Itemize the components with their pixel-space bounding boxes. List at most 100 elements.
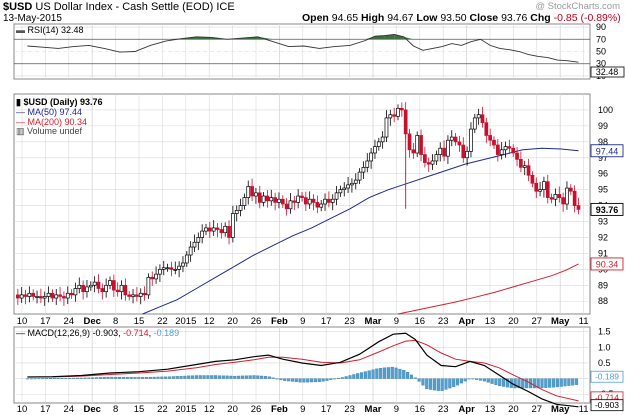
x-tick-label: 13 bbox=[485, 316, 496, 327]
candle bbox=[119, 280, 124, 300]
candle bbox=[234, 205, 239, 222]
high-label: High bbox=[360, 12, 385, 24]
macd-hist-bar bbox=[114, 376, 118, 379]
x-tick-label: 11 bbox=[579, 316, 589, 327]
candle-body bbox=[184, 254, 189, 264]
candle bbox=[127, 290, 132, 301]
candle-body bbox=[307, 198, 312, 205]
candle bbox=[181, 256, 185, 273]
price-tag-value-close: 93.76 bbox=[596, 205, 619, 215]
x-tick-label: 12 bbox=[204, 316, 215, 327]
macd-hist-bar bbox=[206, 375, 210, 379]
chg-value: -0.85 (-0.89%) bbox=[553, 12, 621, 24]
candles bbox=[15, 102, 581, 306]
candle-body bbox=[169, 267, 174, 270]
macd-hist-bar bbox=[575, 378, 579, 385]
candle bbox=[173, 261, 178, 275]
candle-body bbox=[384, 117, 389, 138]
macd-hist-bar bbox=[402, 370, 406, 379]
price-tick-label: 99 bbox=[598, 121, 608, 131]
candle bbox=[177, 261, 181, 278]
macd-hist-bar bbox=[532, 378, 536, 389]
candle bbox=[396, 104, 400, 121]
x-tick-label: 2015 bbox=[175, 316, 196, 327]
x-tick-label: 17 bbox=[321, 404, 332, 415]
candle bbox=[104, 278, 109, 298]
candle bbox=[511, 144, 516, 157]
candle bbox=[488, 128, 493, 147]
candle bbox=[265, 190, 270, 208]
macd-hist-bar bbox=[544, 378, 548, 388]
macd-hist-bar bbox=[525, 378, 529, 389]
macd-hist-bar bbox=[91, 377, 95, 379]
candle-body bbox=[261, 195, 266, 203]
candle bbox=[138, 288, 143, 305]
candle-body bbox=[542, 181, 546, 191]
candle-body bbox=[484, 122, 489, 136]
candle-body bbox=[469, 128, 473, 152]
x-tick-label: 9 bbox=[394, 404, 399, 415]
candle bbox=[296, 189, 301, 209]
chart-title: $USD US Dollar Index - Cash Settle (EOD)… bbox=[3, 1, 235, 13]
macd-hist-bar bbox=[479, 378, 483, 381]
candle-body bbox=[104, 284, 109, 293]
macd-tick-label: 0.5 bbox=[598, 358, 611, 368]
rsi-legend: ▬ RSI(14) 32.48 bbox=[16, 25, 84, 35]
candle bbox=[380, 131, 385, 149]
candle bbox=[100, 283, 105, 300]
macd-hist-bar bbox=[214, 375, 218, 379]
price-frame bbox=[13, 93, 591, 315]
candle-body bbox=[188, 246, 193, 256]
candle bbox=[54, 288, 59, 305]
candle-body bbox=[231, 213, 235, 238]
macd-hist-bar bbox=[398, 368, 402, 379]
volume-legend-text: Volume undef bbox=[27, 126, 83, 136]
candle-body bbox=[442, 147, 446, 157]
candle bbox=[430, 154, 435, 171]
candle-body bbox=[177, 265, 181, 270]
candle-body bbox=[227, 225, 231, 238]
candle bbox=[288, 193, 293, 214]
candle-body bbox=[376, 141, 381, 147]
open-value: 94.65 bbox=[331, 12, 359, 24]
candle-body bbox=[415, 135, 420, 154]
candle bbox=[108, 276, 112, 290]
candle-body bbox=[426, 162, 431, 165]
candle-body bbox=[69, 292, 74, 296]
macd-hist-bar bbox=[202, 375, 206, 379]
rsi-tick-label: 30 bbox=[596, 59, 606, 69]
macd-hist-bar bbox=[106, 376, 110, 379]
price-tag-close bbox=[590, 202, 624, 216]
macd-hist-bar bbox=[356, 373, 360, 379]
x-axis-top: 10 17 24 Dec 8 15 22 2015 12 20 26 Feb 9 17 23 Mar 9 16 23… bbox=[17, 316, 589, 327]
candle bbox=[384, 110, 389, 142]
macd-hist-bar bbox=[379, 367, 383, 379]
x-tick-label: 26 bbox=[251, 316, 262, 327]
macd-hist-bar bbox=[394, 367, 398, 379]
candle-body bbox=[119, 284, 124, 293]
macd-hist-bar bbox=[121, 377, 125, 379]
macd-tag-value-macd: -0.903 bbox=[595, 400, 619, 410]
macd-hist-bar bbox=[175, 376, 179, 379]
candle-body bbox=[327, 198, 331, 203]
macd-hist-bar bbox=[194, 375, 198, 379]
candle bbox=[227, 220, 231, 245]
candle-body bbox=[380, 136, 385, 143]
macd-hist-bar bbox=[52, 378, 56, 379]
macd-hist-bar bbox=[429, 378, 433, 390]
macd-swatch-icon: — bbox=[16, 328, 28, 338]
candle-body bbox=[181, 262, 185, 267]
candle-body bbox=[465, 151, 469, 159]
candle-body bbox=[292, 200, 297, 203]
macd-hist-bar bbox=[413, 377, 417, 379]
candle-body bbox=[39, 296, 43, 299]
macd-hist-bar bbox=[313, 378, 317, 383]
macd-tick-label: 1.0 bbox=[598, 342, 611, 352]
candle-body bbox=[492, 139, 496, 146]
candle-body bbox=[58, 294, 62, 297]
candle-body bbox=[522, 165, 527, 168]
macd-hist-bar bbox=[275, 378, 279, 380]
x-tick-label: 13 bbox=[485, 404, 496, 415]
price-tick-label: 95 bbox=[598, 185, 608, 195]
